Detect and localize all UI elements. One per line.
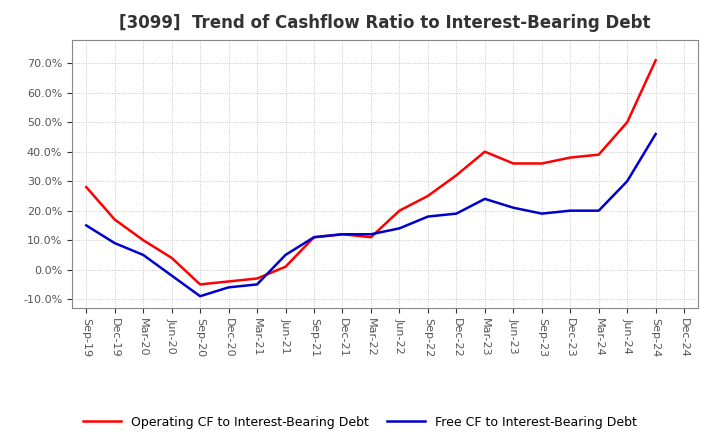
Operating CF to Interest-Bearing Debt bbox=[282, 264, 290, 269]
Operating CF to Interest-Bearing Debt bbox=[395, 208, 404, 213]
Operating CF to Interest-Bearing Debt bbox=[623, 120, 631, 125]
Operating CF to Interest-Bearing Debt bbox=[509, 161, 518, 166]
Operating CF to Interest-Bearing Debt bbox=[253, 276, 261, 281]
Line: Free CF to Interest-Bearing Debt: Free CF to Interest-Bearing Debt bbox=[86, 134, 656, 296]
Operating CF to Interest-Bearing Debt bbox=[566, 155, 575, 160]
Free CF to Interest-Bearing Debt bbox=[537, 211, 546, 216]
Operating CF to Interest-Bearing Debt bbox=[139, 238, 148, 243]
Free CF to Interest-Bearing Debt bbox=[225, 285, 233, 290]
Operating CF to Interest-Bearing Debt bbox=[366, 235, 375, 240]
Free CF to Interest-Bearing Debt bbox=[452, 211, 461, 216]
Free CF to Interest-Bearing Debt bbox=[595, 208, 603, 213]
Free CF to Interest-Bearing Debt bbox=[139, 252, 148, 257]
Free CF to Interest-Bearing Debt bbox=[566, 208, 575, 213]
Operating CF to Interest-Bearing Debt bbox=[167, 255, 176, 260]
Operating CF to Interest-Bearing Debt bbox=[225, 279, 233, 284]
Free CF to Interest-Bearing Debt bbox=[82, 223, 91, 228]
Free CF to Interest-Bearing Debt bbox=[366, 231, 375, 237]
Operating CF to Interest-Bearing Debt bbox=[480, 149, 489, 154]
Free CF to Interest-Bearing Debt bbox=[110, 241, 119, 246]
Operating CF to Interest-Bearing Debt bbox=[537, 161, 546, 166]
Title: [3099]  Trend of Cashflow Ratio to Interest-Bearing Debt: [3099] Trend of Cashflow Ratio to Intere… bbox=[120, 15, 651, 33]
Legend: Operating CF to Interest-Bearing Debt, Free CF to Interest-Bearing Debt: Operating CF to Interest-Bearing Debt, F… bbox=[78, 411, 642, 434]
Free CF to Interest-Bearing Debt bbox=[423, 214, 432, 219]
Free CF to Interest-Bearing Debt bbox=[395, 226, 404, 231]
Operating CF to Interest-Bearing Debt bbox=[595, 152, 603, 157]
Free CF to Interest-Bearing Debt bbox=[196, 293, 204, 299]
Free CF to Interest-Bearing Debt bbox=[310, 235, 318, 240]
Free CF to Interest-Bearing Debt bbox=[652, 132, 660, 137]
Free CF to Interest-Bearing Debt bbox=[338, 231, 347, 237]
Operating CF to Interest-Bearing Debt bbox=[310, 235, 318, 240]
Operating CF to Interest-Bearing Debt bbox=[452, 172, 461, 178]
Line: Operating CF to Interest-Bearing Debt: Operating CF to Interest-Bearing Debt bbox=[86, 60, 656, 284]
Free CF to Interest-Bearing Debt bbox=[623, 179, 631, 184]
Operating CF to Interest-Bearing Debt bbox=[196, 282, 204, 287]
Free CF to Interest-Bearing Debt bbox=[282, 252, 290, 257]
Free CF to Interest-Bearing Debt bbox=[509, 205, 518, 210]
Operating CF to Interest-Bearing Debt bbox=[110, 217, 119, 222]
Operating CF to Interest-Bearing Debt bbox=[338, 231, 347, 237]
Free CF to Interest-Bearing Debt bbox=[167, 273, 176, 278]
Operating CF to Interest-Bearing Debt bbox=[423, 193, 432, 198]
Free CF to Interest-Bearing Debt bbox=[253, 282, 261, 287]
Operating CF to Interest-Bearing Debt bbox=[652, 58, 660, 63]
Operating CF to Interest-Bearing Debt bbox=[82, 184, 91, 190]
Free CF to Interest-Bearing Debt bbox=[480, 196, 489, 202]
